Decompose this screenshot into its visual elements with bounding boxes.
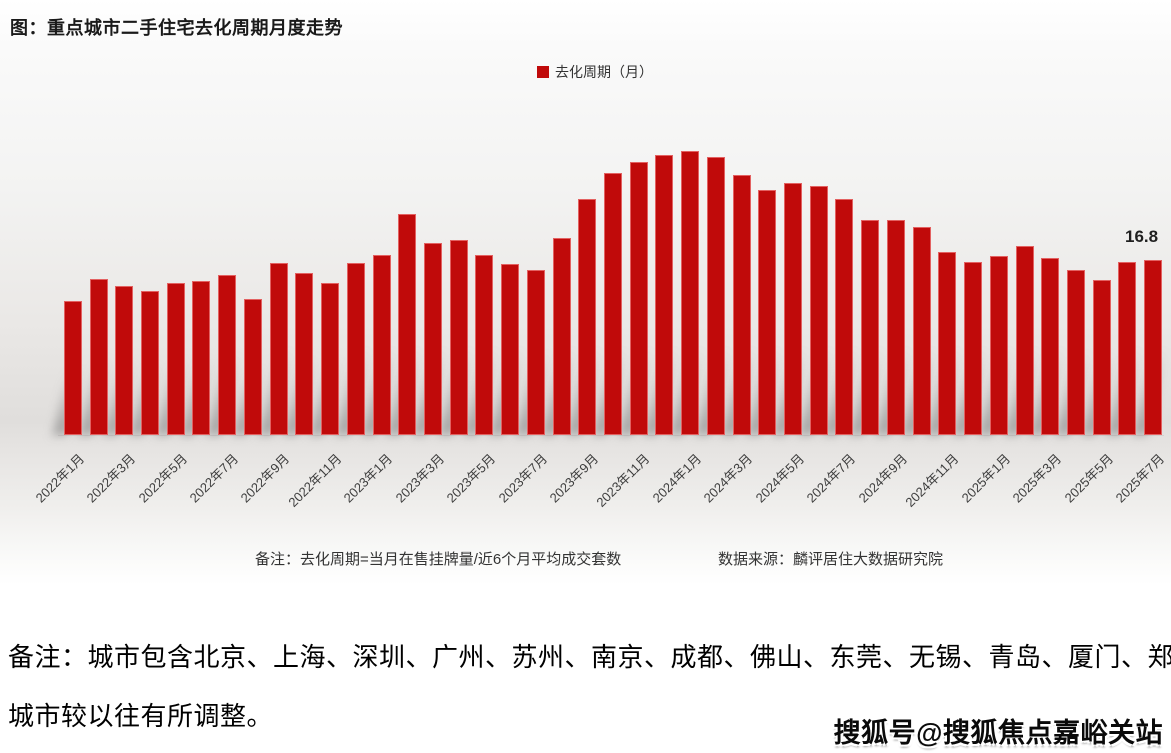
chart-panel: 图：重点城市二手住宅去化周期月度走势 去化周期（月） 2022年1月 2022年3… — [0, 0, 1171, 585]
bottom-note: 备注：城市包含北京、上海、深圳、广州、苏州、南京、成都、佛山、东莞、无锡、青岛、… — [8, 643, 1171, 731]
data-source-note: 数据来源：麟评居住大数据研究院 — [718, 551, 944, 568]
legend-label: 去化周期（月） — [555, 64, 653, 80]
x-tick-label: 2024年1月 — [649, 450, 705, 506]
bar — [886, 220, 905, 435]
watermark-text: 搜狐号@搜狐焦点嘉峪关站 — [833, 718, 1163, 748]
bottom-note-line1: 备注：城市包含北京、上海、深圳、广州、苏州、南京、成都、佛山、东莞、无锡、青岛、… — [8, 643, 1171, 672]
bar — [938, 251, 957, 435]
bar — [1118, 262, 1137, 435]
x-tick-label: 2024年5月 — [752, 450, 808, 506]
x-axis-line — [58, 435, 1164, 436]
bar — [192, 280, 211, 435]
x-tick-label: 2024年11月 — [902, 450, 962, 510]
bar — [784, 182, 803, 435]
bar — [321, 282, 340, 435]
x-tick-label: 2023年7月 — [495, 450, 550, 506]
bar — [603, 172, 622, 435]
chart-legend: 去化周期（月） — [537, 62, 653, 82]
bar — [218, 274, 237, 435]
chart-footnote-row: 备注：去化周期=当月在售挂牌量/近6个月平均成交套数 数据来源：麟评居住大数据研… — [0, 548, 1171, 570]
bar — [629, 162, 648, 435]
bottom-note-line2: 城市较以往有所调整。 — [8, 702, 274, 731]
x-tick-label: 2023年1月 — [340, 450, 396, 506]
bar — [1144, 260, 1163, 435]
x-tick-label: 2022年5月 — [135, 450, 190, 506]
x-tick-label: 2022年7月 — [186, 450, 242, 506]
bar — [1092, 279, 1111, 435]
bar — [681, 150, 700, 435]
bar — [989, 255, 1008, 435]
x-tick-label: 2022年1月 — [32, 450, 87, 506]
bar — [115, 286, 134, 435]
bar — [295, 272, 314, 435]
bar — [526, 270, 545, 435]
x-tick-label: 2023年3月 — [392, 450, 447, 506]
x-tick-label: 2025年7月 — [1112, 450, 1168, 506]
bar — [706, 156, 725, 435]
bar — [1015, 246, 1034, 435]
bar — [269, 263, 288, 435]
legend-swatch — [537, 66, 549, 78]
x-tick-label: 2025年5月 — [1061, 450, 1116, 506]
bar — [835, 198, 854, 435]
bar — [372, 254, 391, 435]
bar — [1066, 270, 1085, 435]
bar — [449, 240, 468, 435]
x-tick-label: 2022年3月 — [83, 450, 139, 506]
bar — [63, 300, 82, 435]
bar — [861, 220, 880, 435]
bar — [655, 154, 674, 435]
chart-footnote: 备注：去化周期=当月在售挂牌量/近6个月平均成交套数 — [255, 551, 622, 568]
bar — [732, 174, 751, 435]
bar — [964, 262, 983, 435]
bar — [758, 190, 777, 435]
x-tick-label: 2023年11月 — [593, 450, 653, 510]
x-tick-label: 2023年5月 — [443, 450, 499, 506]
x-tick-label: 2025年3月 — [1009, 450, 1065, 506]
x-tick-label: 2024年7月 — [803, 450, 859, 506]
bar — [89, 278, 108, 435]
chart-title: 图：重点城市二手住宅去化周期月度走势 — [10, 18, 343, 38]
last-value-label: 16.8 — [1125, 227, 1159, 246]
bar — [398, 214, 417, 435]
bar — [166, 282, 185, 435]
bar — [423, 243, 442, 435]
bar — [346, 263, 365, 435]
bar — [552, 238, 571, 435]
bar — [1041, 257, 1060, 435]
bar — [912, 226, 931, 435]
bar — [243, 298, 262, 435]
x-tick-label: 2025年1月 — [958, 450, 1013, 506]
bar — [141, 291, 160, 435]
bar — [475, 254, 494, 435]
x-tick-label: 2024年3月 — [701, 450, 756, 506]
x-tick-label: 2022年11月 — [285, 450, 345, 510]
bar — [809, 186, 828, 435]
bar — [501, 264, 520, 435]
plot-area: 2022年1月 2022年3月 2022年5月 2022年7月 2022年9月 2022年… — [32, 150, 1168, 510]
bar — [578, 198, 597, 435]
